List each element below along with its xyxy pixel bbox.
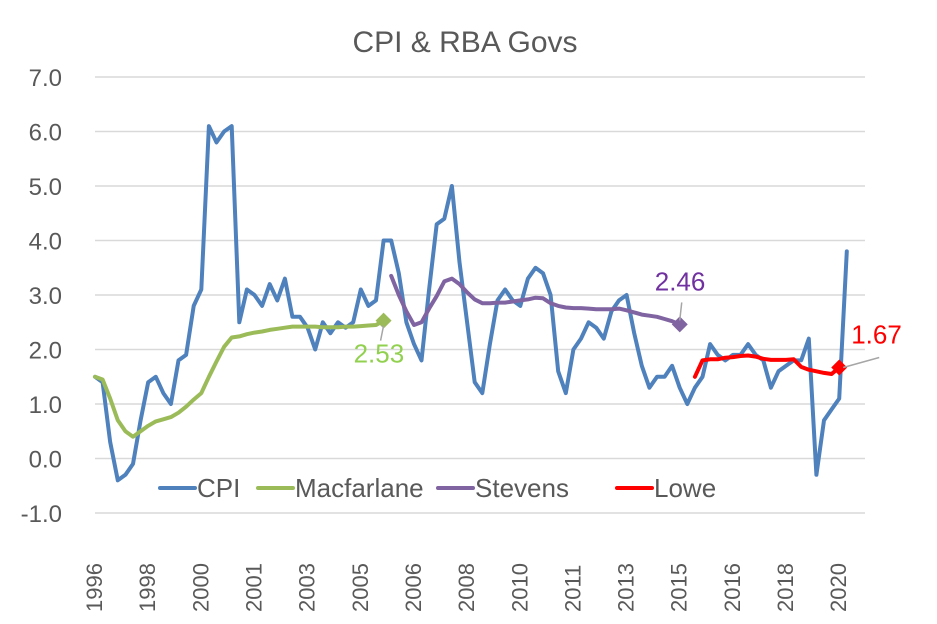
x-tick-label: 2003 bbox=[295, 563, 320, 612]
end-marker-stevens bbox=[671, 316, 688, 333]
x-tick-label: 2016 bbox=[720, 563, 745, 612]
legend-label-stevens: Stevens bbox=[475, 473, 569, 503]
data-label-macfarlane: 2.53 bbox=[354, 339, 405, 369]
legend-label-lowe: Lowe bbox=[654, 473, 716, 503]
y-tick-label: 5.0 bbox=[29, 174, 62, 201]
legend-label-macfarlane: Macfarlane bbox=[295, 473, 424, 503]
x-tick-label: 2008 bbox=[454, 563, 479, 612]
series-macfarlane bbox=[93, 318, 386, 439]
x-tick-label: 2006 bbox=[401, 563, 426, 612]
x-tick-label: 2018 bbox=[773, 563, 798, 612]
x-tick-label: 2013 bbox=[614, 563, 639, 612]
x-tick-label: 1998 bbox=[135, 563, 160, 612]
y-axis-ticks: 7.0 6.0 5.0 4.0 3.0 2.0 1.0 0.0 -1.0 bbox=[21, 65, 62, 528]
y-tick-label: 0.0 bbox=[29, 447, 62, 474]
series-cpi bbox=[93, 124, 849, 483]
series-lowe bbox=[692, 353, 842, 379]
y-tick-label: 1.0 bbox=[29, 392, 62, 419]
chart-title: CPI & RBA Govs bbox=[352, 26, 577, 59]
leader-line bbox=[678, 302, 683, 321]
end-marker-macfarlane bbox=[375, 312, 392, 329]
legend: CPI Macfarlane Stevens Lowe bbox=[158, 473, 716, 503]
data-label-lowe: 1.67 bbox=[851, 319, 902, 349]
x-tick-label: 2001 bbox=[241, 563, 266, 612]
leader-line bbox=[843, 356, 880, 369]
legend-label-cpi: CPI bbox=[197, 473, 240, 503]
series-stevens bbox=[389, 273, 682, 327]
data-label-stevens: 2.46 bbox=[655, 266, 706, 296]
x-tick-label: 1996 bbox=[82, 563, 107, 612]
x-tick-label: 2010 bbox=[507, 563, 532, 612]
x-tick-label: 2015 bbox=[667, 563, 692, 612]
y-tick-label: 2.0 bbox=[29, 338, 62, 365]
y-tick-label: -1.0 bbox=[21, 501, 62, 528]
y-tick-label: 3.0 bbox=[29, 283, 62, 310]
leader-line bbox=[379, 325, 385, 341]
x-axis-ticks: 1996 1998 2000 2001 2003 2005 2006 2008 2010 2011… bbox=[82, 563, 851, 612]
x-tick-label: 2011 bbox=[560, 565, 585, 612]
series-lines bbox=[93, 124, 849, 483]
gridlines bbox=[95, 76, 865, 514]
x-tick-label: 2000 bbox=[188, 563, 213, 612]
x-tick-label: 2020 bbox=[826, 563, 851, 612]
data-labels: 2.53 2.46 1.67 bbox=[354, 266, 902, 368]
y-tick-label: 7.0 bbox=[29, 65, 62, 92]
y-tick-label: 4.0 bbox=[29, 229, 62, 256]
x-tick-label: 2005 bbox=[348, 563, 373, 612]
end-marker-lowe bbox=[831, 359, 848, 376]
y-tick-label: 6.0 bbox=[29, 120, 62, 147]
